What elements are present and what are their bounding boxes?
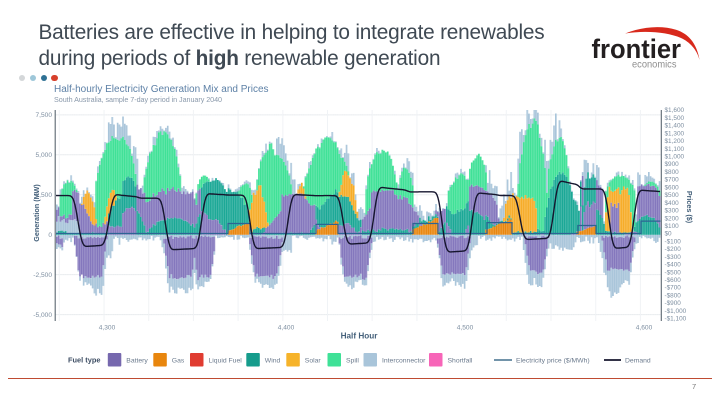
svg-text:$1,300: $1,300 bbox=[665, 130, 685, 137]
svg-text:Spill: Spill bbox=[346, 358, 359, 365]
svg-text:-2,500: -2,500 bbox=[33, 272, 52, 279]
svg-text:-$100: -$100 bbox=[665, 238, 682, 245]
svg-text:$1,500: $1,500 bbox=[665, 115, 685, 122]
svg-text:$500: $500 bbox=[665, 192, 680, 199]
svg-text:$300: $300 bbox=[665, 208, 680, 215]
svg-text:-$300: -$300 bbox=[665, 254, 682, 261]
svg-text:Interconnector: Interconnector bbox=[382, 358, 426, 365]
svg-text:-$1,100: -$1,100 bbox=[665, 316, 687, 323]
svg-text:Fuel type: Fuel type bbox=[68, 356, 100, 365]
svg-text:$600: $600 bbox=[665, 184, 680, 191]
svg-text:-$700: -$700 bbox=[665, 285, 682, 292]
svg-text:economics: economics bbox=[632, 58, 677, 70]
svg-text:-$900: -$900 bbox=[665, 300, 682, 307]
svg-text:$800: $800 bbox=[665, 169, 680, 176]
svg-text:Battery: Battery bbox=[126, 358, 148, 365]
svg-text:-$200: -$200 bbox=[665, 246, 682, 253]
svg-text:$100: $100 bbox=[665, 223, 680, 230]
svg-text:$700: $700 bbox=[665, 177, 680, 184]
svg-text:7,500: 7,500 bbox=[35, 112, 52, 119]
svg-text:4,400: 4,400 bbox=[278, 325, 295, 332]
svg-text:Demand: Demand bbox=[625, 358, 651, 365]
svg-text:-$500: -$500 bbox=[665, 269, 682, 276]
svg-text:Shortfall: Shortfall bbox=[448, 358, 473, 365]
svg-text:$1,600: $1,600 bbox=[665, 107, 685, 114]
svg-text:Prices ($): Prices ($) bbox=[685, 191, 694, 224]
svg-text:$1,200: $1,200 bbox=[665, 138, 685, 145]
svg-text:-$600: -$600 bbox=[665, 277, 682, 284]
svg-text:Solar: Solar bbox=[305, 358, 322, 365]
svg-text:-$1,000: -$1,000 bbox=[665, 308, 687, 315]
svg-text:Half Hour: Half Hour bbox=[341, 332, 379, 341]
svg-text:Liquid Fuel: Liquid Fuel bbox=[209, 358, 243, 365]
svg-text:$900: $900 bbox=[665, 161, 680, 168]
svg-text:2,500: 2,500 bbox=[35, 192, 52, 199]
svg-text:$1,100: $1,100 bbox=[665, 146, 685, 153]
svg-text:4,300: 4,300 bbox=[99, 325, 116, 332]
svg-text:frontier: frontier bbox=[592, 34, 682, 64]
svg-text:Generation (MW): Generation (MW) bbox=[32, 184, 41, 242]
svg-text:$200: $200 bbox=[665, 215, 680, 222]
svg-text:4,500: 4,500 bbox=[457, 325, 474, 332]
svg-text:$1,400: $1,400 bbox=[665, 123, 685, 130]
svg-text:$0: $0 bbox=[665, 231, 673, 238]
svg-text:$400: $400 bbox=[665, 200, 680, 207]
svg-text:Wind: Wind bbox=[265, 358, 281, 365]
svg-text:$1,000: $1,000 bbox=[665, 154, 685, 161]
svg-text:-5,000: -5,000 bbox=[33, 312, 52, 319]
svg-text:5,000: 5,000 bbox=[35, 152, 52, 159]
svg-text:Electricity price ($/MWh): Electricity price ($/MWh) bbox=[516, 358, 590, 365]
svg-text:-$800: -$800 bbox=[665, 293, 682, 300]
svg-text:4,600: 4,600 bbox=[636, 325, 653, 332]
svg-text:Gas: Gas bbox=[172, 358, 185, 365]
svg-text:-$400: -$400 bbox=[665, 262, 682, 269]
svg-text:0: 0 bbox=[48, 232, 52, 239]
